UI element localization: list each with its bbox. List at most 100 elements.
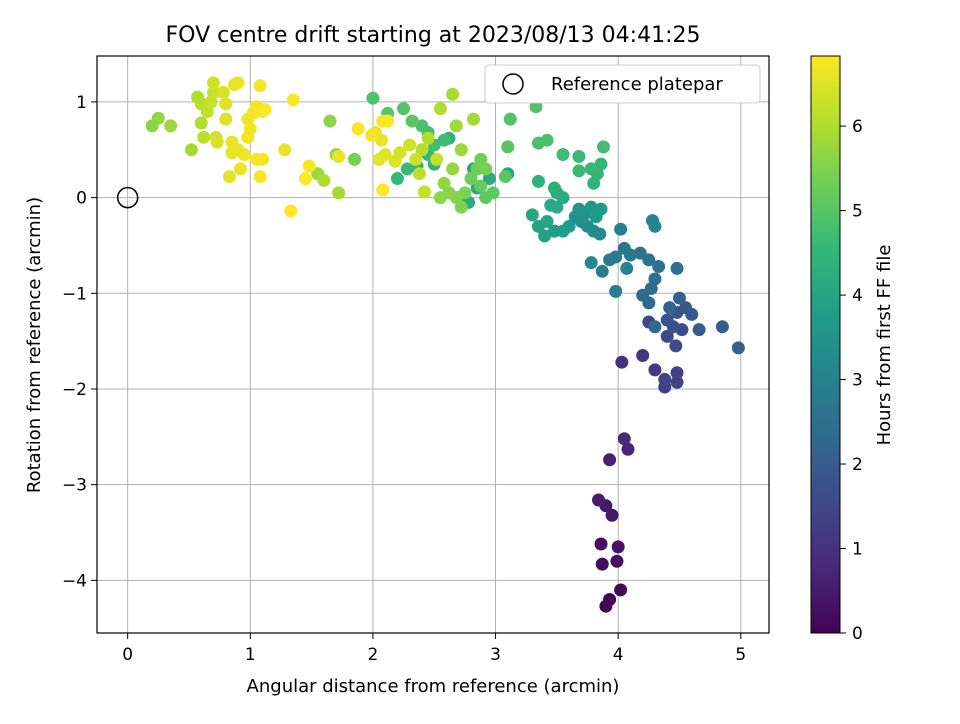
data-point (672, 291, 686, 305)
data-point (648, 272, 662, 286)
data-point (376, 183, 390, 197)
y-axis-ticks: 1 0 −1 −2 −3 −4 (62, 93, 97, 591)
data-point (620, 261, 634, 275)
y-tick-label: −2 (62, 380, 87, 400)
data-point (503, 112, 517, 126)
data-point (670, 366, 684, 380)
data-point (365, 128, 379, 142)
data-point (233, 162, 247, 176)
data-point (151, 111, 165, 125)
data-point (206, 76, 220, 90)
data-point (648, 219, 662, 233)
x-tick-label: 0 (122, 645, 133, 665)
data-point (317, 173, 331, 187)
data-point (610, 554, 624, 568)
data-point (648, 320, 662, 334)
x-axis-ticks: 0 1 2 3 4 5 (122, 633, 746, 665)
colorbar-tick-label: 3 (852, 371, 863, 391)
data-point (197, 130, 211, 144)
data-point (413, 167, 427, 181)
data-point (572, 149, 586, 163)
data-point (584, 162, 598, 176)
data-point (603, 453, 617, 467)
data-point (433, 191, 447, 205)
data-point (253, 79, 267, 93)
data-point (366, 91, 380, 105)
x-axis-label: Angular distance from reference (arcmin) (247, 676, 620, 697)
data-point (446, 162, 460, 176)
legend-label: Reference platepar (551, 74, 723, 95)
data-point (621, 442, 635, 456)
data-point (572, 164, 586, 178)
data-point (231, 76, 245, 90)
data-point (216, 85, 230, 99)
data-point (464, 171, 478, 185)
data-point (454, 200, 468, 214)
data-point (437, 176, 451, 190)
data-point (258, 103, 272, 117)
data-point (184, 143, 198, 157)
data-point (219, 112, 233, 126)
data-point (390, 171, 404, 185)
data-point (474, 152, 488, 166)
data-point (595, 557, 609, 571)
data-point (615, 355, 629, 369)
data-point (633, 246, 647, 260)
colorbar-tick-label: 4 (852, 286, 863, 306)
data-point (351, 122, 365, 136)
data-point (603, 593, 617, 607)
legend-marker (502, 73, 524, 95)
data-point (430, 152, 444, 166)
data-point (400, 162, 414, 176)
data-point (332, 149, 346, 163)
data-point (479, 162, 493, 176)
data-point (348, 152, 362, 166)
data-point (609, 284, 623, 298)
data-point (614, 222, 628, 236)
data-point (540, 215, 554, 229)
data-point (614, 583, 628, 597)
colorbar-label: Hours from first FF file (874, 245, 895, 446)
data-point (660, 329, 674, 343)
data-point (302, 159, 316, 173)
x-tick-label: 2 (367, 645, 378, 665)
data-point (670, 261, 684, 275)
x-tick-label: 5 (735, 645, 746, 665)
data-point (617, 241, 631, 255)
data-point (237, 148, 251, 162)
colorbar-tick-label: 5 (852, 202, 863, 222)
data-point (206, 85, 220, 99)
x-tick-label: 3 (490, 645, 501, 665)
data-point (547, 181, 561, 195)
data-point (538, 229, 552, 243)
data-point (278, 143, 292, 157)
data-point (692, 323, 706, 337)
y-tick-label: 1 (76, 93, 87, 113)
data-point (222, 170, 236, 184)
data-point (253, 170, 267, 184)
data-point (446, 87, 460, 101)
data-point (256, 152, 270, 166)
plot-frame (96, 55, 770, 634)
data-point (584, 256, 598, 270)
data-point (592, 493, 606, 507)
data-point (409, 152, 423, 166)
y-tick-label: −1 (62, 284, 87, 304)
data-point (323, 114, 337, 128)
data-point (501, 140, 515, 154)
colorbar-tick-label: 2 (852, 455, 863, 475)
data-point (219, 97, 233, 111)
data-point (658, 372, 672, 386)
colorbar-tick-label: 6 (852, 117, 863, 137)
data-point (415, 143, 429, 157)
data-point (388, 154, 402, 168)
data-point (164, 119, 178, 133)
data-point (594, 537, 608, 551)
data-point (660, 313, 674, 327)
x-tick-label: 4 (613, 645, 624, 665)
data-point (595, 264, 609, 278)
data-point (397, 102, 411, 116)
data-point (194, 116, 208, 130)
data-point (652, 260, 666, 274)
data-point (474, 179, 488, 193)
